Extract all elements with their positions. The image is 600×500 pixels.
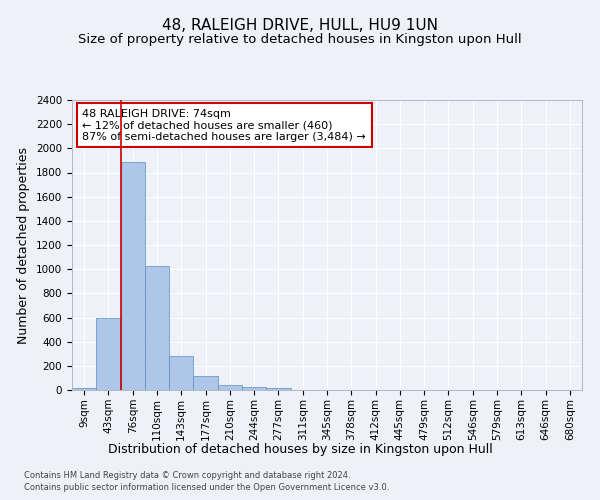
Bar: [193, 376, 218, 390]
Text: 48, RALEIGH DRIVE, HULL, HU9 1UN: 48, RALEIGH DRIVE, HULL, HU9 1UN: [162, 18, 438, 32]
Bar: [169, 356, 193, 390]
Y-axis label: Number of detached properties: Number of detached properties: [17, 146, 31, 344]
Bar: [242, 387, 266, 390]
Text: 48 RALEIGH DRIVE: 74sqm
← 12% of detached houses are smaller (460)
87% of semi-d: 48 RALEIGH DRIVE: 74sqm ← 12% of detache…: [82, 108, 366, 142]
Text: Size of property relative to detached houses in Kingston upon Hull: Size of property relative to detached ho…: [78, 32, 522, 46]
Bar: [218, 385, 242, 390]
Text: Distribution of detached houses by size in Kingston upon Hull: Distribution of detached houses by size …: [107, 442, 493, 456]
Bar: [121, 162, 145, 390]
Bar: [266, 388, 290, 390]
Bar: [96, 318, 121, 390]
Bar: [72, 388, 96, 390]
Text: Contains HM Land Registry data © Crown copyright and database right 2024.: Contains HM Land Registry data © Crown c…: [24, 471, 350, 480]
Bar: [145, 266, 169, 390]
Text: Contains public sector information licensed under the Open Government Licence v3: Contains public sector information licen…: [24, 484, 389, 492]
